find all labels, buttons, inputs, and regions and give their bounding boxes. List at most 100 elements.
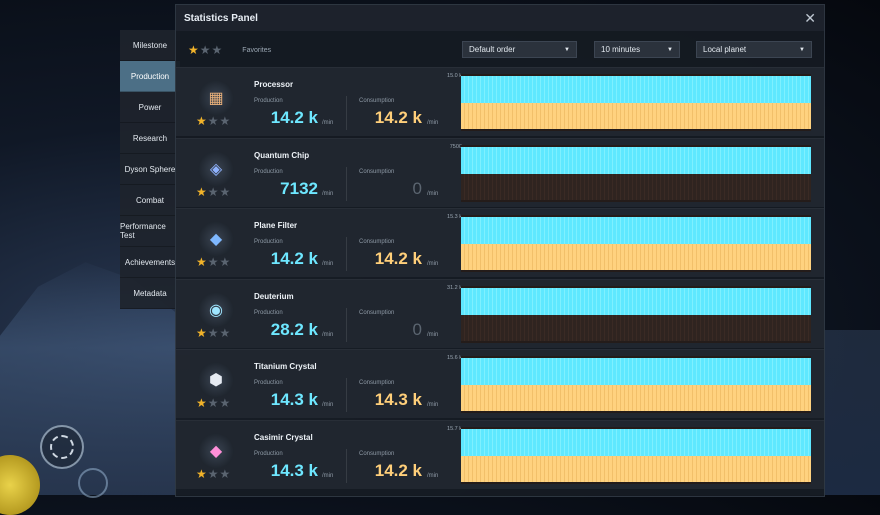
star-icon[interactable]: ★ bbox=[196, 184, 207, 199]
consumption-label: Consumption bbox=[359, 309, 395, 316]
sidebar-item-milestone[interactable]: Milestone bbox=[120, 30, 180, 61]
star-icon[interactable]: ★ bbox=[219, 184, 231, 199]
consumption-bar bbox=[461, 103, 811, 129]
order-dropdown[interactable]: Default order ▼ bbox=[462, 41, 577, 58]
divider bbox=[346, 96, 347, 130]
favorite-stars[interactable]: ★ ★ ★ bbox=[196, 397, 230, 409]
graph-scale-label: 15.0 k bbox=[447, 73, 462, 79]
close-icon[interactable]: ✕ bbox=[804, 10, 816, 26]
sidebar-item-power[interactable]: Power bbox=[120, 92, 180, 123]
consumption-unit: /min bbox=[427, 190, 439, 197]
favorite-stars[interactable]: ★ ★ ★ bbox=[196, 115, 230, 127]
graph-scale-label: 15.3 k bbox=[447, 214, 462, 221]
panel-titlebar: Statistics Panel ✕ bbox=[176, 5, 824, 31]
star-icon[interactable]: ★ bbox=[196, 466, 207, 481]
item-row[interactable]: ◆ ★ ★ ★ Plane Filter Production 14.2 k /… bbox=[176, 208, 824, 278]
scope-dropdown[interactable]: Local planet ▼ bbox=[696, 41, 812, 58]
consumption-label: Consumption bbox=[359, 168, 395, 175]
production-bar bbox=[461, 428, 811, 456]
production-value: 14.3 k bbox=[270, 390, 318, 410]
item-row[interactable]: ⬢ ★ ★ ★ Titanium Crystal Production 14.3… bbox=[176, 349, 824, 419]
item-name: Titanium Crystal bbox=[254, 362, 317, 372]
production-value: 28.2 k bbox=[270, 319, 318, 339]
production-unit: /min bbox=[322, 261, 334, 268]
consumption-label: Consumption bbox=[359, 450, 395, 457]
deuterium-icon: ◉ bbox=[198, 291, 234, 328]
consumption-value: 0 bbox=[412, 319, 422, 339]
star-icon[interactable]: ★ bbox=[219, 325, 231, 340]
favorites-filter-stars[interactable]: ★ ★ ★ bbox=[188, 44, 222, 56]
star-icon[interactable]: ★ bbox=[199, 43, 211, 57]
production-label: Production bbox=[254, 168, 283, 175]
hud-small-button[interactable] bbox=[78, 468, 108, 498]
consumption-bar bbox=[461, 244, 811, 271]
production-label: Production bbox=[254, 380, 283, 387]
production-label: Production bbox=[254, 309, 283, 316]
consumption-unit: /min bbox=[427, 402, 439, 409]
star-icon[interactable]: ★ bbox=[207, 466, 219, 481]
divider bbox=[346, 166, 347, 201]
consumption-bar bbox=[461, 455, 811, 482]
favorite-stars[interactable]: ★ ★ ★ bbox=[196, 468, 230, 480]
item-row[interactable]: ◆ ★ ★ ★ Casimir Crystal Production 14.3 … bbox=[176, 419, 824, 489]
rate-graph bbox=[461, 426, 811, 484]
sidebar-item-combat[interactable]: Combat bbox=[120, 185, 180, 216]
divider bbox=[346, 378, 347, 413]
sidebar-item-dyson-sphere[interactable]: Dyson Sphere bbox=[120, 154, 180, 185]
scope-value: Local planet bbox=[703, 45, 747, 54]
star-icon[interactable]: ★ bbox=[196, 255, 207, 270]
sidebar-item-metadata[interactable]: Metadata bbox=[120, 278, 180, 309]
titanium-crystal-icon: ⬢ bbox=[198, 362, 234, 399]
star-icon[interactable]: ★ bbox=[219, 396, 231, 411]
consumption-value: 14.3 k bbox=[374, 390, 422, 410]
consumption-unit: /min bbox=[427, 472, 439, 479]
item-row[interactable]: ◈ ★ ★ ★ Quantum Chip Production 7132 /mi… bbox=[176, 137, 824, 207]
consumption-label: Consumption bbox=[359, 98, 395, 104]
item-row[interactable]: ◉ ★ ★ ★ Deuterium Production 28.2 k /min… bbox=[176, 278, 824, 348]
sidebar-item-performance-test[interactable]: Performance Test bbox=[120, 216, 180, 247]
star-icon[interactable]: ★ bbox=[211, 43, 223, 57]
star-icon[interactable]: ★ bbox=[219, 255, 231, 270]
star-icon[interactable]: ★ bbox=[207, 114, 219, 128]
production-bar bbox=[461, 76, 811, 103]
favorite-stars[interactable]: ★ ★ ★ bbox=[196, 186, 230, 198]
star-icon[interactable]: ★ bbox=[196, 325, 207, 340]
rate-graph bbox=[461, 356, 811, 414]
favorite-stars[interactable]: ★ ★ ★ bbox=[196, 256, 230, 268]
consumption-value: 0 bbox=[412, 178, 422, 198]
filter-bar: ★ ★ ★ Favorites Default order ▼ 10 minut… bbox=[188, 39, 814, 61]
stats-sidebar: Milestone Production Power Research Dyso… bbox=[120, 30, 180, 309]
rate-graph bbox=[461, 285, 811, 343]
statistics-panel: Statistics Panel ✕ ★ ★ ★ Favorites Defau… bbox=[175, 4, 825, 497]
consumption-unit: /min bbox=[427, 120, 439, 126]
consumption-unit: /min bbox=[427, 331, 439, 338]
favorite-stars[interactable]: ★ ★ ★ bbox=[196, 327, 230, 339]
star-icon[interactable]: ★ bbox=[207, 255, 219, 270]
graph-scale-label: 7500 bbox=[449, 143, 462, 150]
plane-filter-icon: ◆ bbox=[198, 221, 234, 258]
star-icon[interactable]: ★ bbox=[207, 325, 219, 340]
consumption-value: 14.2 k bbox=[374, 460, 422, 480]
hud-gear-icon bbox=[50, 435, 74, 459]
production-label: Production bbox=[254, 239, 283, 246]
sidebar-item-achievements[interactable]: Achievements bbox=[120, 247, 180, 278]
time-range-value: 10 minutes bbox=[601, 45, 641, 54]
rate-graph bbox=[461, 74, 811, 131]
production-label: Production bbox=[254, 450, 283, 457]
hud-button[interactable] bbox=[40, 425, 84, 469]
sidebar-item-research[interactable]: Research bbox=[120, 123, 180, 154]
item-name: Casimir Crystal bbox=[254, 432, 313, 442]
star-icon[interactable]: ★ bbox=[196, 114, 207, 128]
time-range-dropdown[interactable]: 10 minutes ▼ bbox=[594, 41, 680, 58]
star-icon[interactable]: ★ bbox=[219, 466, 231, 481]
star-icon[interactable]: ★ bbox=[207, 396, 219, 411]
star-icon[interactable]: ★ bbox=[188, 43, 199, 57]
star-icon[interactable]: ★ bbox=[219, 114, 231, 128]
rate-graph bbox=[461, 144, 811, 202]
star-icon[interactable]: ★ bbox=[196, 396, 207, 411]
item-row[interactable]: ▦ ★ ★ ★ Processor Production 14.2 k /min… bbox=[176, 67, 824, 136]
sidebar-item-production[interactable]: Production bbox=[120, 61, 180, 92]
star-icon[interactable]: ★ bbox=[207, 184, 219, 199]
item-name: Quantum Chip bbox=[254, 150, 310, 160]
production-bar bbox=[461, 358, 811, 386]
